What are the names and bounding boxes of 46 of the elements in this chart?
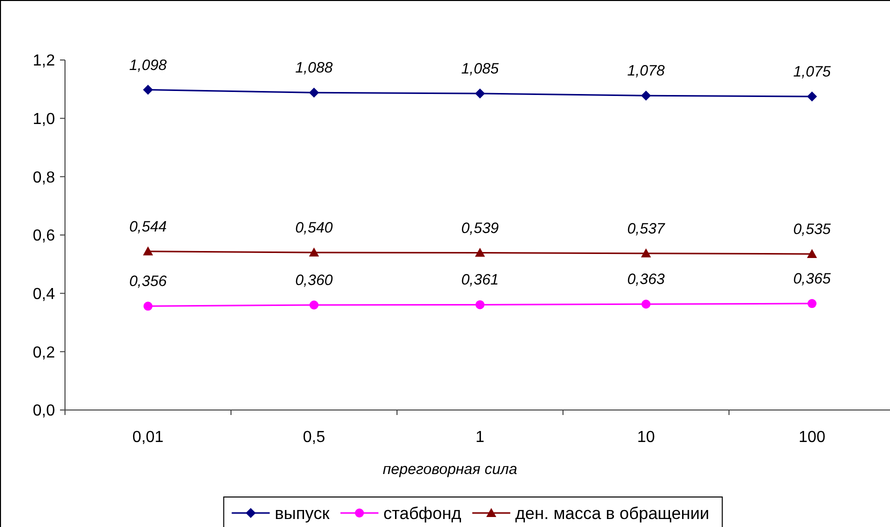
x-tick-label: 100	[798, 429, 826, 446]
point	[642, 300, 650, 309]
point	[144, 302, 152, 311]
y-tick-label: 0,0	[32, 402, 56, 420]
x-tick-label: 1	[476, 429, 485, 446]
point	[475, 248, 485, 257]
point	[808, 299, 816, 308]
data-label: 0,539	[461, 220, 500, 237]
point	[641, 90, 651, 101]
y-tick-label: 1,0	[32, 110, 56, 128]
y-tick-label: 1,2	[32, 52, 56, 70]
data-label: 0,356	[129, 273, 168, 290]
point	[143, 84, 153, 95]
data-label: 0,365	[793, 270, 832, 288]
data-label: 0,361	[461, 272, 499, 289]
data-label: 1,075	[793, 63, 832, 80]
data-label: 1,085	[461, 60, 500, 78]
x-tick-label: 0,5	[302, 429, 326, 446]
data-label: 0,537	[627, 220, 666, 238]
point	[143, 246, 153, 256]
point	[475, 88, 485, 99]
data-label: 0,540	[295, 220, 334, 236]
data-label: 1,078	[627, 62, 666, 80]
data-label: 0,360	[295, 272, 334, 289]
legend-label: стабфонд	[383, 504, 462, 523]
point	[807, 91, 817, 102]
y-tick-label: 0,6	[32, 228, 56, 245]
x-tick-label: 0,01	[132, 429, 164, 446]
x-tick-label: 10	[637, 429, 655, 446]
legend-label: ден. масса в обращении	[515, 504, 710, 523]
point	[807, 248, 817, 258]
y-tick-label: 0,2	[32, 344, 56, 362]
point	[310, 300, 318, 310]
data-label: 1,098	[129, 56, 168, 74]
data-label: 0,544	[129, 218, 167, 236]
legend-label: выпуск	[274, 504, 330, 523]
y-tick-label: 0,8	[32, 169, 56, 186]
data-label: 1,088	[295, 60, 334, 77]
y-tick-label: 0,4	[32, 286, 56, 303]
data-label: 0,535	[793, 220, 832, 238]
point	[309, 88, 319, 98]
point	[641, 248, 651, 258]
point	[476, 300, 484, 310]
data-label: 0,363	[627, 271, 666, 288]
point	[309, 248, 319, 256]
x-axis-title: переговорная сила	[382, 461, 518, 478]
